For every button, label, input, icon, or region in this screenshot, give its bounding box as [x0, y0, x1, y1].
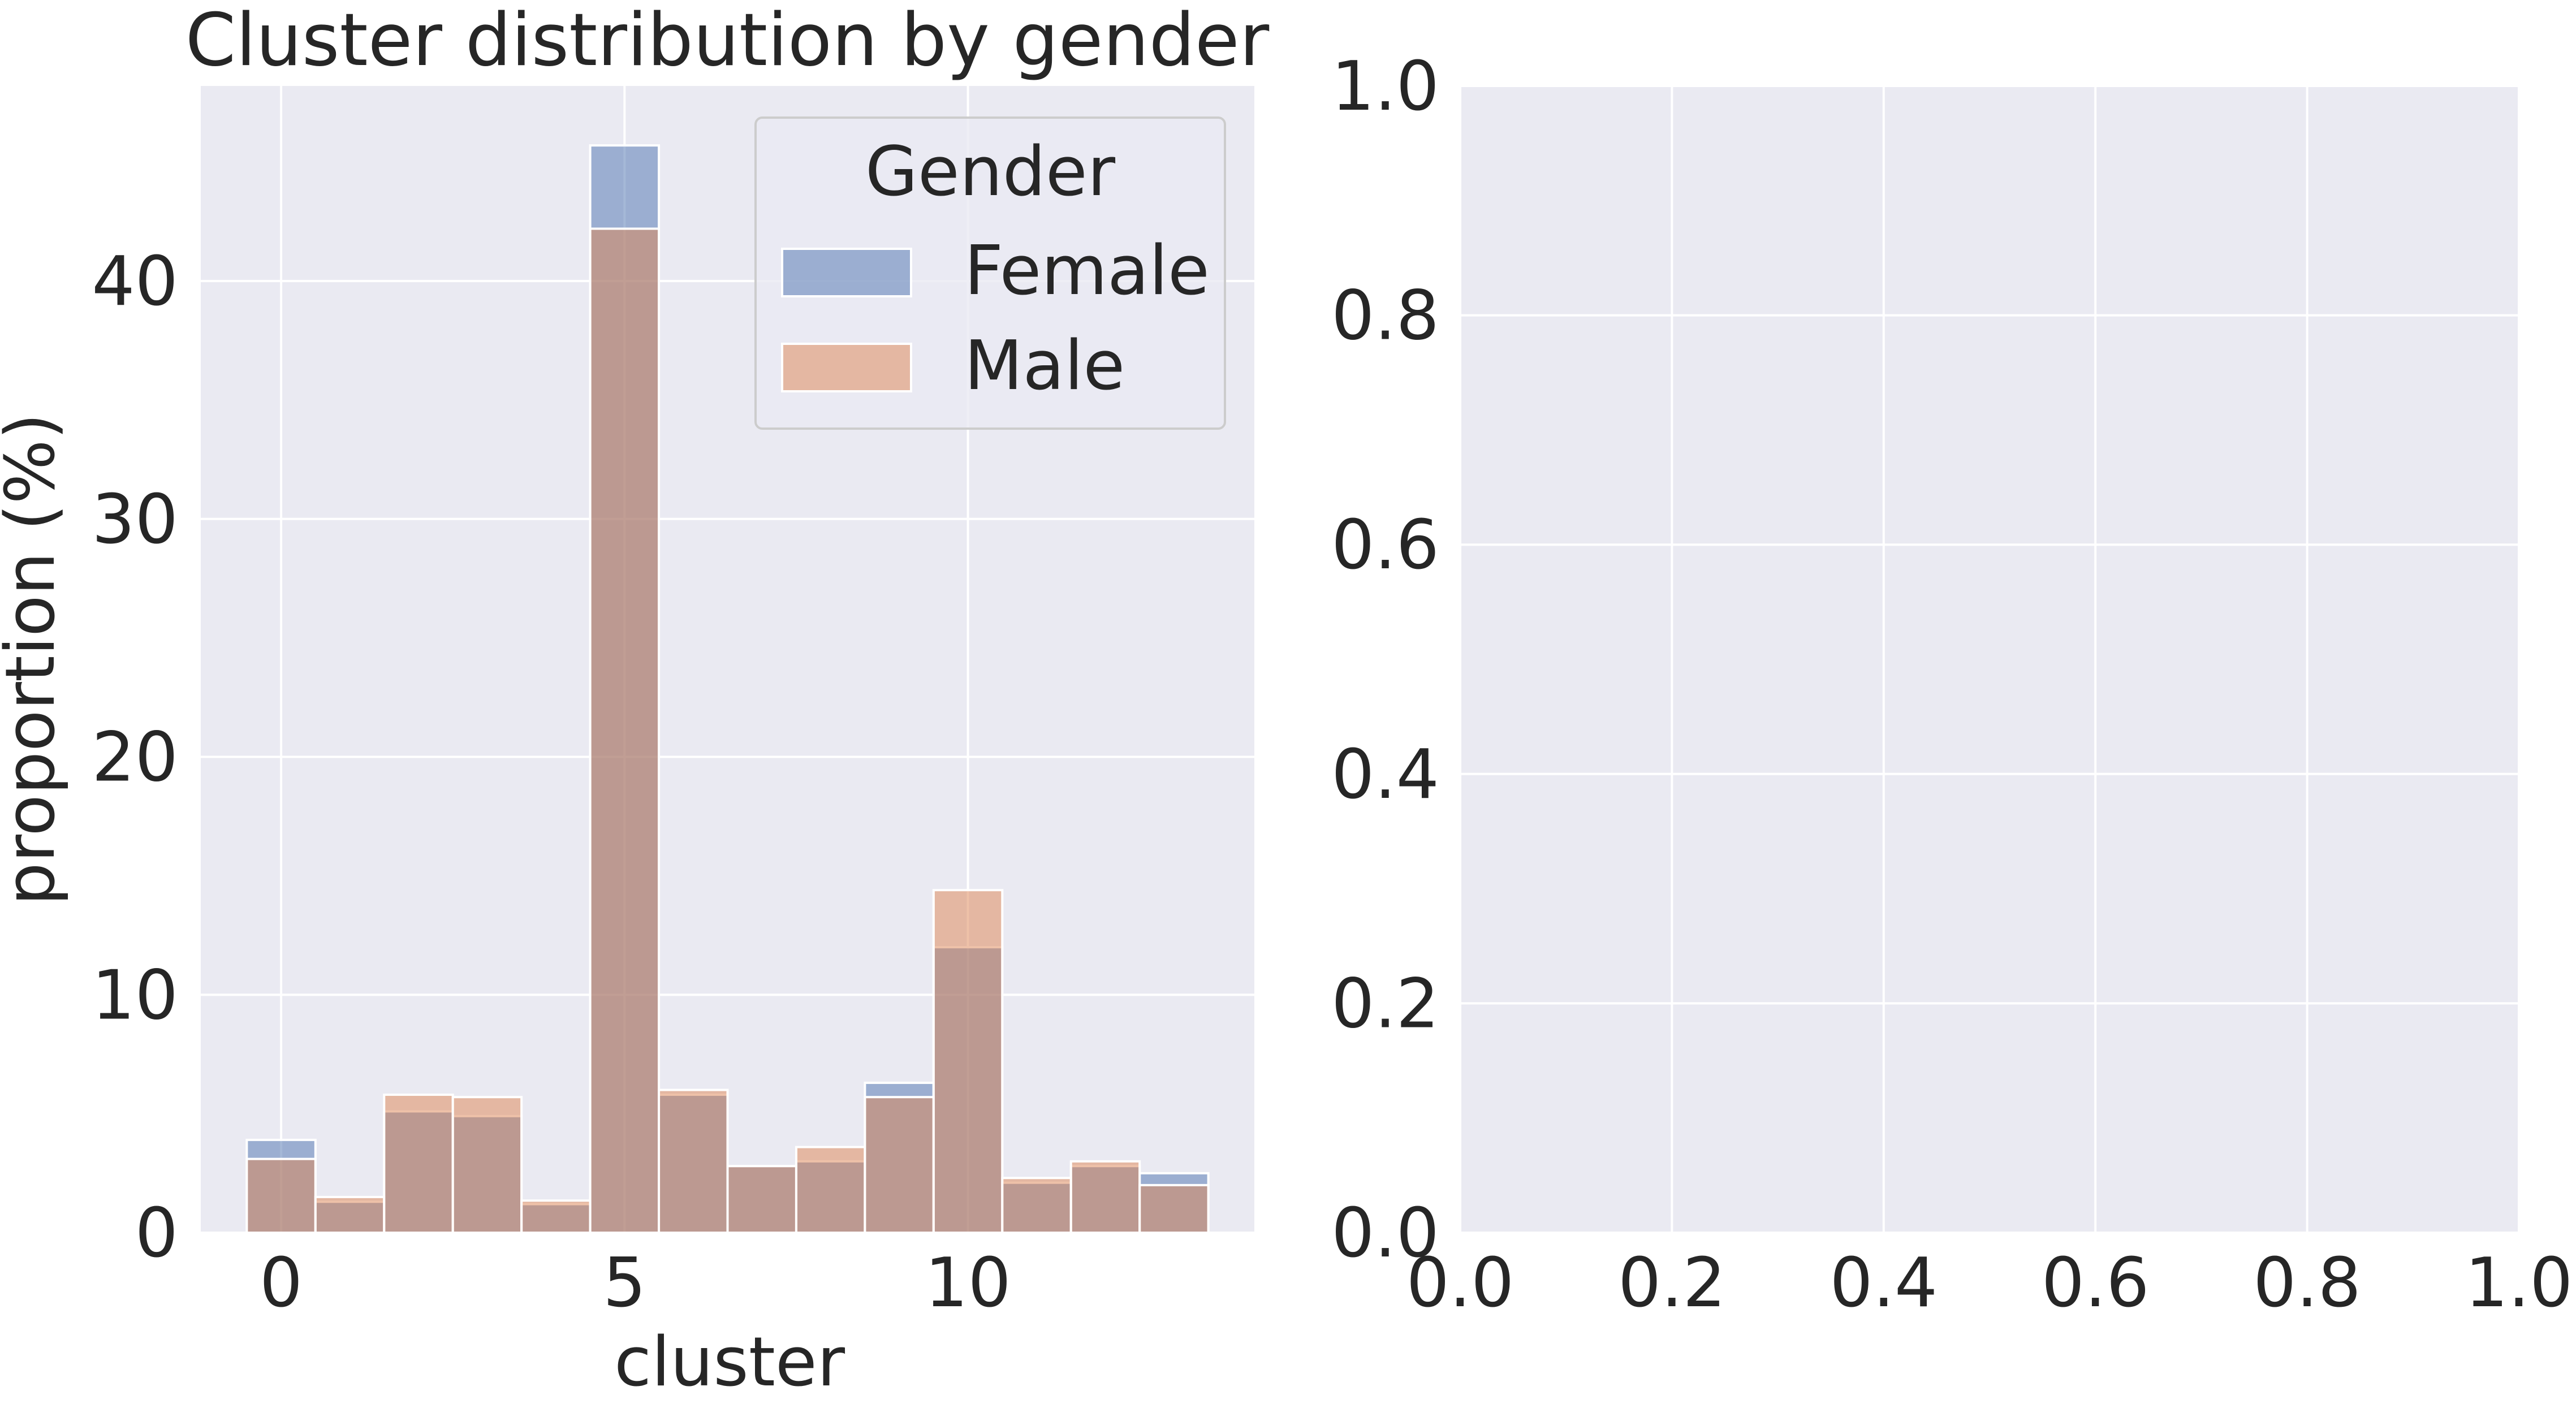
bar-male-11: [1001, 1177, 1072, 1234]
legend: Gender Female Male: [754, 116, 1226, 430]
x-tick-label-right: 0.0: [1406, 1244, 1514, 1323]
y-tick-label-left: 20: [92, 719, 178, 797]
y-tick-labels-right: 0.0 0.2 0.4 0.6 0.8 1.0: [1331, 47, 1439, 1273]
plot-area-right: [1460, 86, 2519, 1233]
x-tick-label-left: 5: [603, 1244, 646, 1323]
histogram-chart: 0 10 20 30 40 0 5 10 Cluster distribution by g…: [0, 0, 1270, 1402]
bar-male-13: [1138, 1184, 1210, 1234]
bar-male-10: [932, 889, 1004, 1234]
bar-male-7: [726, 1165, 797, 1234]
x-tick-label-right: 0.8: [2253, 1244, 2361, 1323]
legend-title: Gender: [865, 133, 1116, 211]
y-tick-label-left: 30: [92, 481, 178, 559]
bar-male-8: [795, 1146, 866, 1234]
y-tick-label-right: 0.4: [1331, 736, 1439, 814]
legend-swatch-female: [781, 248, 912, 297]
x-tick-label-left: 0: [260, 1244, 303, 1323]
bar-male-6: [658, 1089, 729, 1234]
bar-male-9: [864, 1096, 935, 1234]
chart-title: Cluster distribution by gender: [185, 0, 1270, 83]
y-tick-label-right: 0.6: [1331, 506, 1439, 585]
x-axis-label: cluster: [614, 1323, 845, 1402]
bar-male-5: [589, 227, 661, 1234]
x-tick-label-right: 0.6: [2042, 1244, 2150, 1323]
y-tick-label-right: 0.8: [1331, 277, 1439, 356]
y-tick-label-right: 1.0: [1331, 47, 1439, 126]
grid-right: [1459, 85, 2520, 1234]
x-tick-labels-right: 0.0 0.2 0.4 0.6 0.8 1.0: [1406, 1244, 2573, 1323]
x-tick-label-right: 0.2: [1618, 1244, 1726, 1323]
x-tick-label-left: 10: [925, 1244, 1011, 1323]
bar-male-0: [245, 1158, 317, 1234]
legend-swatch-male: [781, 343, 912, 392]
bar-male-2: [383, 1093, 454, 1234]
x-tick-labels-left: 0 5 10: [260, 1244, 1011, 1323]
bar-male-3: [451, 1096, 523, 1234]
y-tick-label-left: 0: [135, 1194, 178, 1273]
bar-male-1: [314, 1195, 386, 1234]
empty-chart: 0.0 0.2 0.4 0.6 0.8 1.0 0.0 0.2 0.4 0.6 0.8 1.0: [1331, 47, 2573, 1323]
bars: [245, 144, 1210, 1234]
legend-label-female: Female: [964, 232, 1210, 310]
y-tick-labels-left: 0 10 20 30 40: [92, 243, 178, 1273]
y-axis-label: proportion (%): [0, 413, 70, 906]
y-tick-label-right: 0.2: [1331, 965, 1439, 1043]
bar-male-4: [520, 1199, 592, 1234]
bar-male-12: [1069, 1160, 1141, 1234]
x-tick-label-right: 0.4: [1829, 1244, 1938, 1323]
y-tick-label-left: 10: [92, 956, 178, 1035]
legend-label-male: Male: [964, 327, 1125, 405]
x-tick-label-right: 1.0: [2465, 1244, 2573, 1323]
y-tick-label-left: 40: [92, 243, 178, 321]
y-tick-label-right: 0.0: [1331, 1194, 1439, 1273]
